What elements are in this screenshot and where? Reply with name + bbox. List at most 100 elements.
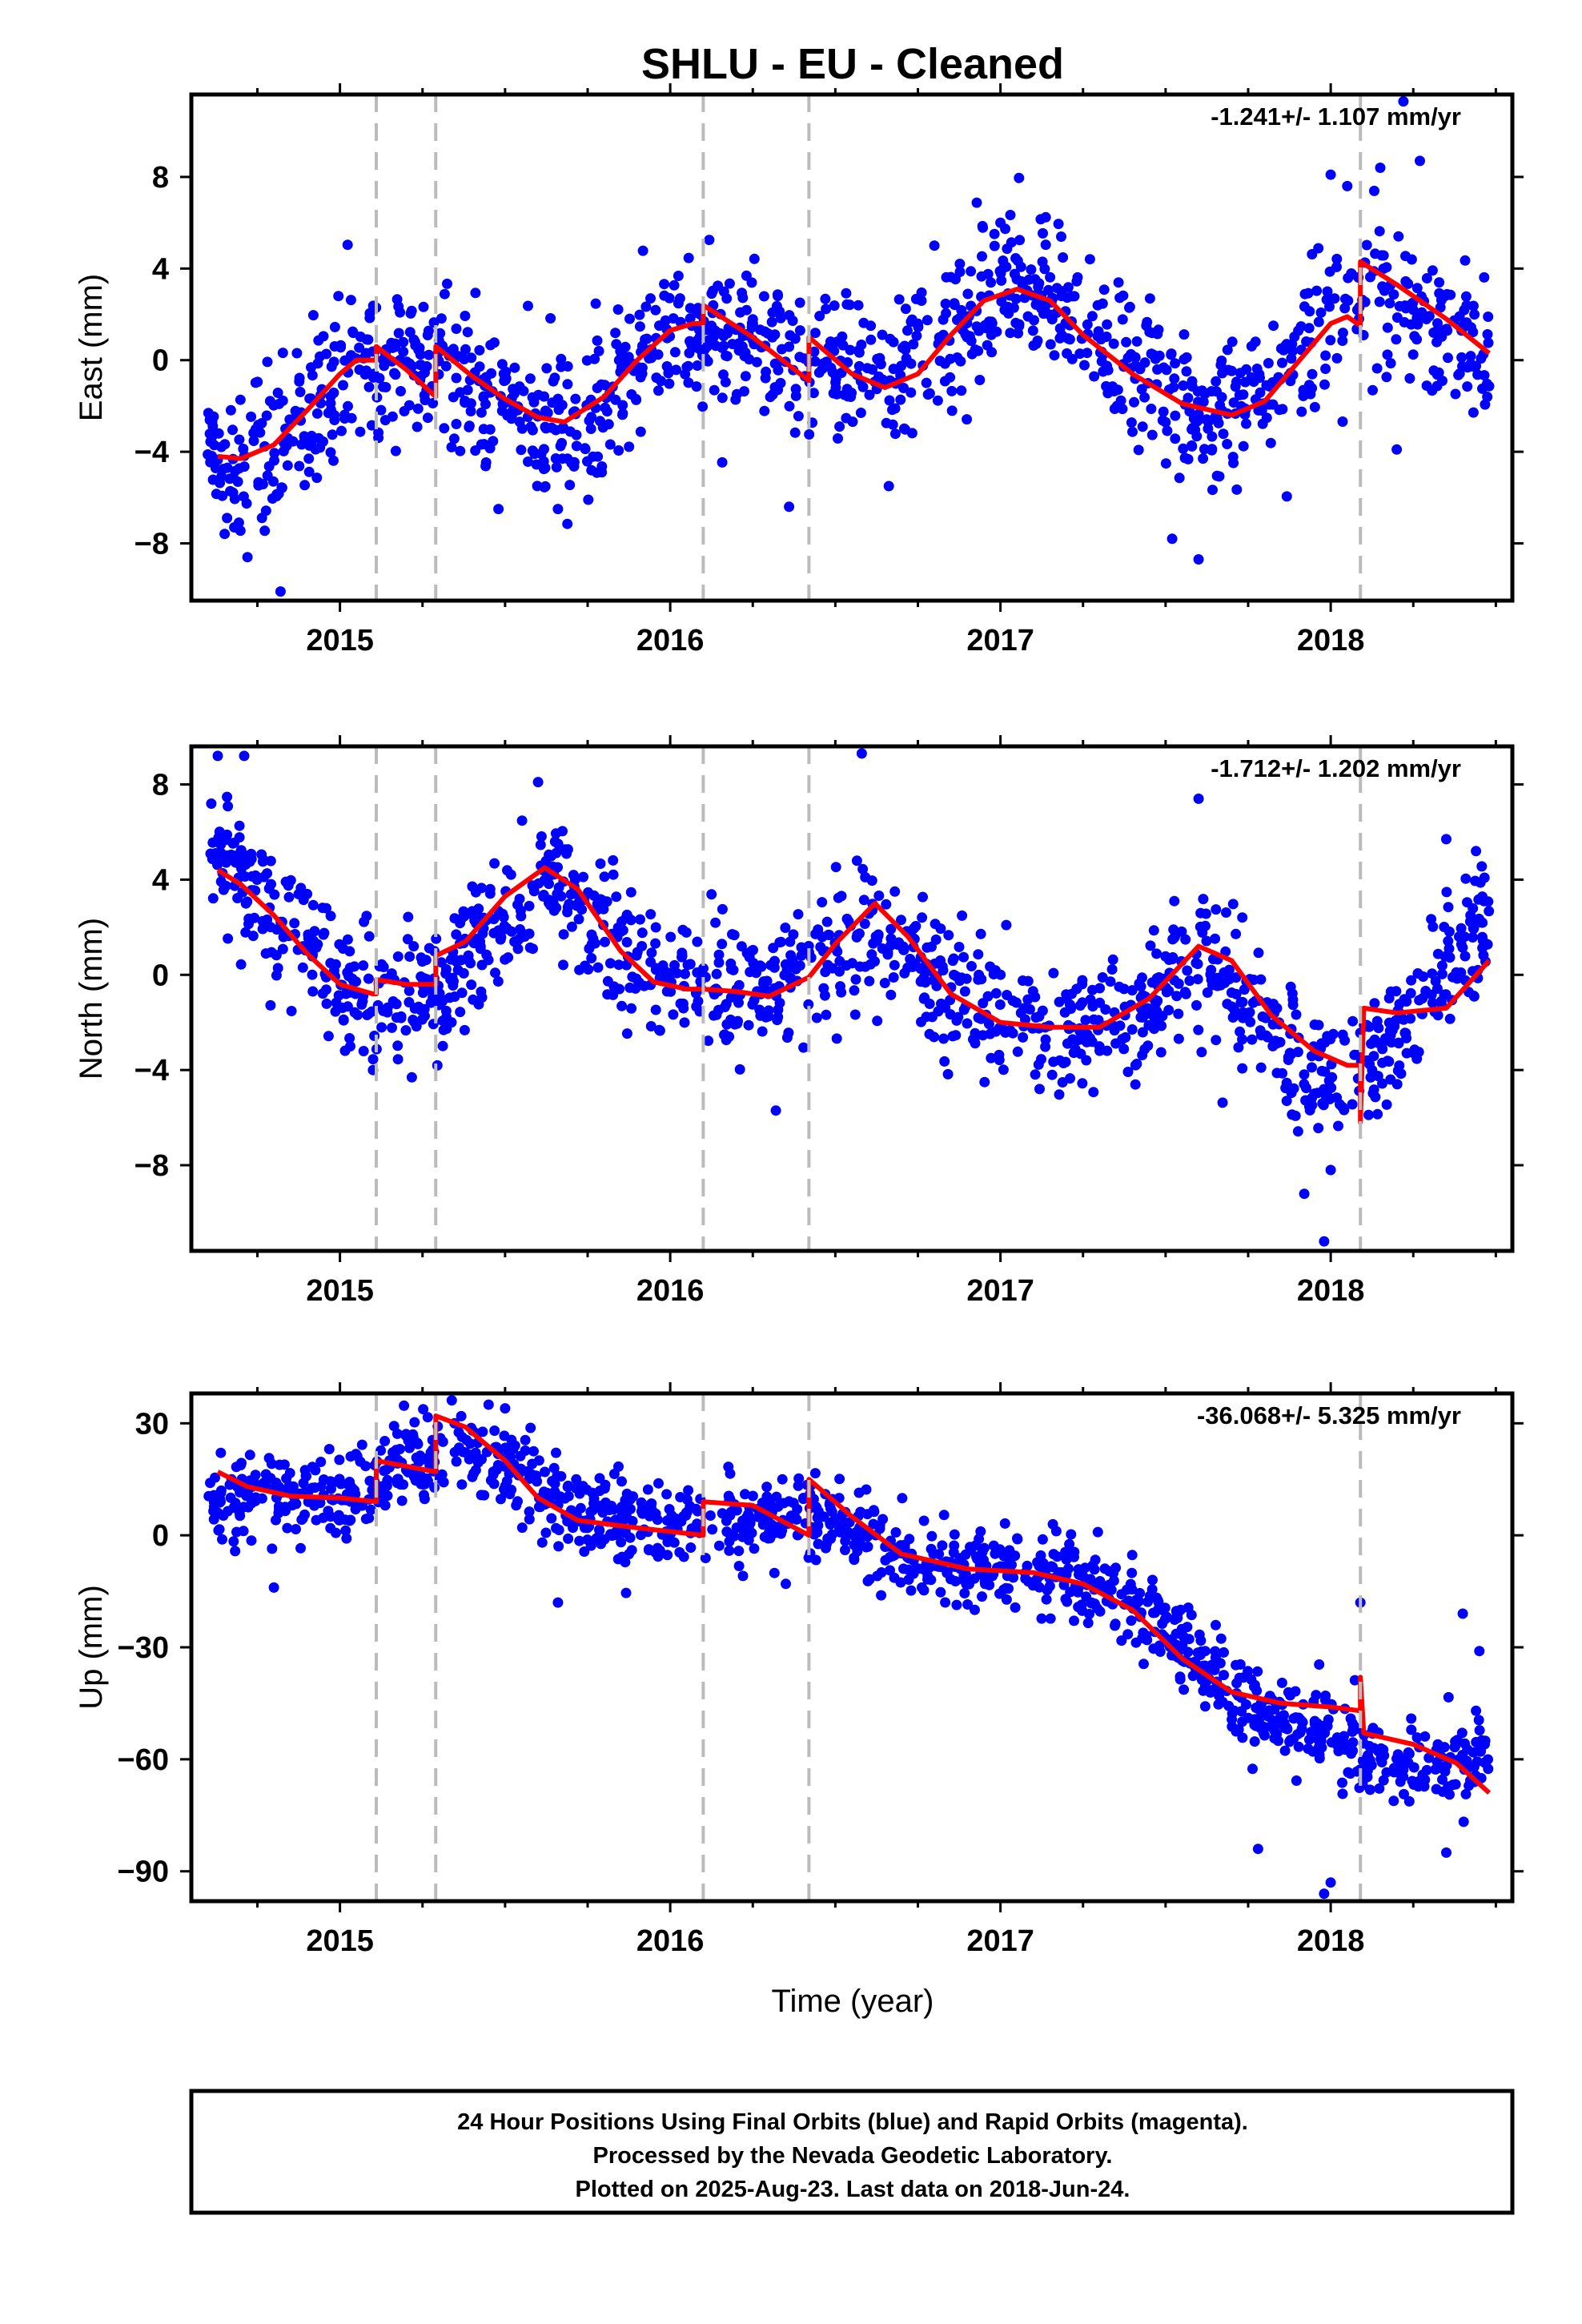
data-point (1453, 369, 1464, 380)
data-point (474, 344, 485, 356)
data-point (1211, 1619, 1221, 1630)
data-point (1435, 295, 1447, 306)
data-point (1285, 376, 1296, 387)
data-point (862, 1575, 873, 1586)
data-point (683, 377, 694, 388)
data-point (1319, 1727, 1331, 1739)
data-point (935, 955, 946, 966)
data-point (471, 914, 482, 925)
data-point (333, 990, 344, 1001)
data-point (415, 349, 426, 360)
data-point (1166, 348, 1177, 360)
data-point (859, 919, 870, 929)
data-point (1329, 293, 1340, 304)
data-point (1462, 897, 1472, 908)
data-point (645, 909, 656, 920)
data-point (1465, 351, 1476, 362)
data-point (221, 834, 232, 846)
data-point (1388, 289, 1399, 300)
data-point (731, 1522, 742, 1534)
data-point (562, 518, 573, 529)
data-point (1065, 1586, 1076, 1598)
data-point (893, 294, 905, 305)
data-point (899, 967, 910, 979)
data-point (1151, 948, 1162, 959)
data-point (717, 939, 728, 950)
data-point (1076, 1599, 1087, 1610)
data-point (224, 473, 235, 485)
data-point (734, 1063, 745, 1075)
data-point (1217, 1097, 1228, 1108)
data-point (1320, 350, 1331, 361)
data-point (475, 943, 486, 955)
data-point (1033, 1059, 1044, 1070)
data-point (706, 889, 717, 900)
data-point-outlier (1342, 180, 1353, 191)
data-point (1244, 1007, 1255, 1018)
data-point (223, 1506, 234, 1517)
data-point (745, 967, 756, 978)
data-point (772, 289, 783, 300)
data-point (1125, 1578, 1136, 1590)
data-point (645, 293, 656, 304)
data-point (849, 1009, 861, 1020)
data-point (545, 313, 556, 324)
data-point (489, 1425, 500, 1436)
data-point (636, 941, 648, 951)
data-point (1126, 1615, 1137, 1626)
data-point (737, 292, 749, 304)
data-point (1250, 1714, 1260, 1725)
data-point (613, 445, 624, 456)
data-point (1221, 907, 1231, 918)
data-point (1432, 1763, 1443, 1774)
data-point (1398, 1014, 1409, 1025)
data-point (388, 1421, 400, 1432)
data-point (323, 1444, 335, 1454)
data-point (311, 408, 323, 419)
data-point (556, 353, 567, 364)
data-point (1129, 396, 1139, 408)
data-point (1077, 997, 1088, 1008)
data-point (973, 974, 984, 985)
data-point (1231, 988, 1242, 999)
data-point (642, 1484, 653, 1495)
data-point (717, 456, 728, 468)
data-point (1303, 287, 1314, 299)
data-point (404, 358, 416, 369)
data-point (234, 434, 245, 445)
data-point (341, 1533, 352, 1544)
data-point (1130, 1059, 1141, 1071)
data-point (1313, 243, 1324, 254)
data-point (865, 320, 877, 332)
data-point (1309, 1019, 1320, 1030)
data-point (1479, 895, 1490, 907)
data-point (1097, 972, 1108, 983)
data-point (1391, 1762, 1403, 1773)
data-point (820, 293, 831, 304)
data-point (1137, 421, 1148, 432)
data-point (853, 360, 865, 372)
data-point (1199, 444, 1210, 455)
data-point (291, 1498, 302, 1510)
data-point (1056, 330, 1067, 340)
data-point (562, 844, 573, 855)
data-point (269, 455, 279, 466)
data-point (408, 941, 420, 952)
data-point (240, 927, 251, 938)
data-point (1191, 431, 1203, 442)
data-point (664, 1504, 675, 1514)
data-point (1210, 933, 1221, 944)
data-point (877, 943, 888, 954)
data-point (713, 957, 725, 968)
data-point (1159, 1602, 1170, 1614)
data-point (737, 1570, 749, 1582)
data-point (585, 1540, 596, 1551)
data-point (1166, 954, 1178, 965)
data-point (465, 398, 476, 409)
x-tick-label: 2016 (636, 1274, 705, 1308)
data-point (1381, 372, 1392, 383)
data-point (1231, 972, 1242, 983)
data-point (1053, 219, 1064, 230)
data-point (692, 1518, 703, 1530)
x-tick-label: 2015 (306, 1924, 374, 1958)
